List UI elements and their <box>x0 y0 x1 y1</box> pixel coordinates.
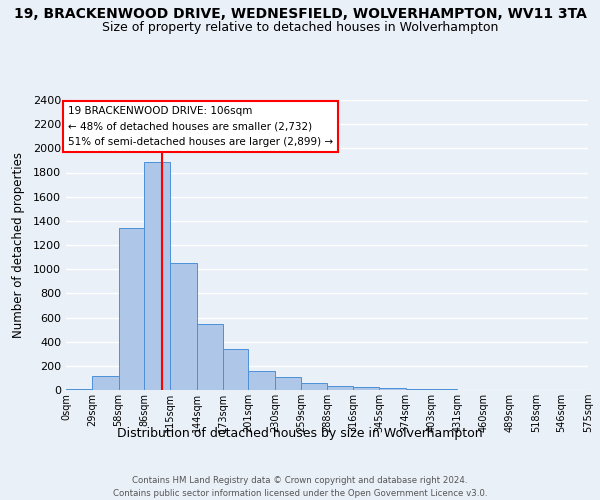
Text: Contains HM Land Registry data © Crown copyright and database right 2024.: Contains HM Land Registry data © Crown c… <box>132 476 468 485</box>
Bar <box>66 389 92 390</box>
Text: 19 BRACKENWOOD DRIVE: 106sqm
← 48% of detached houses are smaller (2,732)
51% of: 19 BRACKENWOOD DRIVE: 106sqm ← 48% of de… <box>68 106 333 147</box>
Bar <box>223 349 248 390</box>
Bar <box>275 376 301 390</box>
Bar <box>406 389 432 390</box>
Text: Contains public sector information licensed under the Open Government Licence v3: Contains public sector information licen… <box>113 489 487 498</box>
Y-axis label: Number of detached properties: Number of detached properties <box>11 152 25 338</box>
Bar <box>170 263 197 390</box>
Bar <box>301 383 328 390</box>
Bar <box>119 228 144 390</box>
Text: Distribution of detached houses by size in Wolverhampton: Distribution of detached houses by size … <box>117 428 483 440</box>
Bar <box>328 386 353 390</box>
Bar <box>353 387 379 390</box>
Bar <box>144 162 170 390</box>
Bar <box>379 388 406 390</box>
Bar <box>197 324 223 390</box>
Text: Size of property relative to detached houses in Wolverhampton: Size of property relative to detached ho… <box>102 21 498 34</box>
Bar <box>248 372 275 390</box>
Text: 19, BRACKENWOOD DRIVE, WEDNESFIELD, WOLVERHAMPTON, WV11 3TA: 19, BRACKENWOOD DRIVE, WEDNESFIELD, WOLV… <box>14 8 586 22</box>
Bar <box>92 376 119 390</box>
